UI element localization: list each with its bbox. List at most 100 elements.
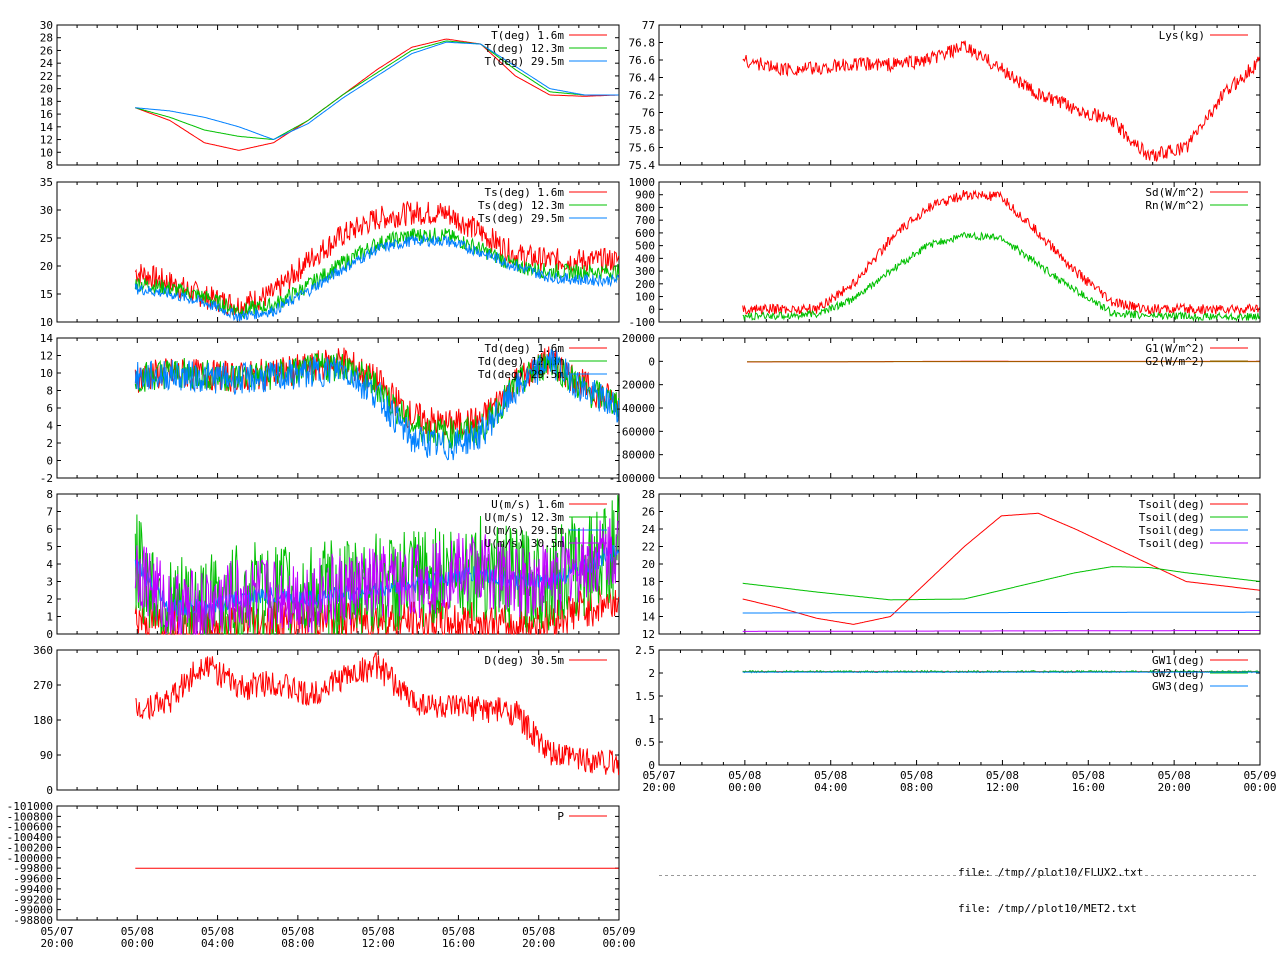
y-tick-label: -99200 (13, 893, 53, 906)
y-tick-label: 600 (635, 227, 655, 240)
x-tick-label-time: 16:00 (1072, 781, 1105, 794)
y-tick-label: 16 (40, 108, 53, 121)
x-tick-label-date: 05/09 (1243, 769, 1276, 782)
legend-label: GW1(deg) (1152, 654, 1205, 667)
y-tick-label: -100400 (7, 831, 53, 844)
y-tick-label: 2.5 (635, 644, 655, 657)
y-tick-label: 30 (40, 204, 53, 217)
y-tick-label: 500 (635, 240, 655, 253)
y-tick-label: 24 (40, 57, 54, 70)
series-line-2 (135, 41, 619, 141)
chart-c7: 77 76.8 76.6 76.4 76.2 76 75.8 75.6 75.4 Lys(kg) (629, 19, 1261, 172)
y-tick-label: 2 (46, 437, 53, 450)
legend-label: Ts(deg) 29.5m (478, 212, 564, 225)
x-tick-label-date: 05/08 (442, 925, 475, 938)
y-tick-label: 1 (46, 611, 53, 624)
y-tick-label: 22 (642, 541, 655, 554)
legend-label: Rn(W/m^2) (1145, 199, 1205, 212)
x-tick-label-time: 04:00 (814, 781, 847, 794)
x-tick-label-time: 00:00 (121, 937, 154, 950)
y-tick-label: 0 (46, 628, 53, 641)
series-line-0 (135, 38, 619, 151)
y-tick-label: 900 (635, 189, 655, 202)
chart-c11: 2.5 2 1.5 1 0.5 0 GW1(deg)GW2(deg)GW3(deg) (635, 644, 1261, 772)
legend-label: Td(deg) 29.5m (478, 368, 564, 381)
x-tick-label-date: 05/08 (986, 769, 1019, 782)
y-tick-label: 200 (635, 278, 655, 291)
legend-label: Ts(deg) 12.3m (478, 199, 564, 212)
series-line-2 (134, 544, 620, 616)
y-tick-label: 700 (635, 214, 655, 227)
y-tick-label: 100 (635, 291, 655, 304)
legend-label: T(deg) 29.5m (485, 55, 565, 68)
y-tick-label: -100600 (7, 821, 53, 834)
x-tick-label-date: 05/09 (602, 925, 635, 938)
y-tick-label: -99400 (13, 883, 53, 896)
y-tick-label: 800 (635, 201, 655, 214)
y-tick-label: 2 (648, 667, 655, 680)
x-tick-label-time: 20:00 (522, 937, 555, 950)
y-tick-label: 75.8 (629, 124, 656, 137)
y-tick-label: 5 (46, 541, 53, 554)
y-tick-label: -100200 (7, 841, 53, 854)
y-tick-label: -100800 (7, 810, 53, 823)
x-tick-label-date: 05/08 (814, 769, 847, 782)
series-line-0 (742, 512, 1260, 625)
y-tick-label: -98800 (13, 914, 53, 927)
y-tick-label: 76.6 (629, 54, 656, 67)
series-line-1 (742, 231, 1261, 322)
x-tick-label-time: 16:00 (442, 937, 475, 950)
legend-label: G1(W/m^2) (1145, 342, 1205, 355)
series-line-2 (134, 233, 620, 322)
y-tick-label: 24 (642, 523, 656, 536)
x-tick-label-time: 20:00 (642, 781, 675, 794)
y-tick-label: 20000 (622, 332, 655, 345)
x-tick-label-date: 05/08 (281, 925, 314, 938)
y-tick-label: 3 (46, 576, 53, 589)
legend-label: G2(W/m^2) (1145, 355, 1205, 368)
y-tick-label: 76.4 (629, 72, 656, 85)
x-tick-label-date: 05/08 (522, 925, 555, 938)
y-tick-label: 20 (40, 83, 53, 96)
y-tick-label: 14 (642, 611, 656, 624)
chart-c10: 282624222018161412Tsoil(deg)Tsoil(deg)Ts… (642, 488, 1261, 641)
y-tick-label: 8 (46, 488, 53, 501)
series-line-0 (742, 40, 1261, 162)
y-tick-label: 20 (642, 558, 655, 571)
y-tick-label: 1000 (629, 176, 656, 189)
dashed-separator (659, 875, 1259, 876)
plot-frame (56, 649, 620, 791)
legend-label: P (557, 810, 564, 823)
legend-label: U(m/s) 1.6m (491, 498, 564, 511)
y-tick-label: 16 (642, 593, 655, 606)
y-tick-label: 28 (642, 488, 655, 501)
y-tick-label: -20000 (615, 379, 655, 392)
y-tick-label: 75.4 (629, 159, 656, 172)
y-tick-label: 18 (642, 576, 655, 589)
plot-frame (56, 805, 620, 921)
series-line-3 (742, 630, 1260, 632)
y-tick-label: -40000 (615, 402, 655, 415)
y-tick-label: -99800 (13, 862, 53, 875)
legend-label: Sd(W/m^2) (1145, 186, 1205, 199)
chart-c8: 10009008007006005004003002001000-100Sd(W… (629, 176, 1261, 329)
x-tick-label-date: 05/08 (121, 925, 154, 938)
legend-label: Tsoil(deg) (1139, 498, 1205, 511)
y-tick-label: 180 (33, 714, 53, 727)
legend-label: GW2(deg) (1152, 667, 1205, 680)
legend-label: Ts(deg) 1.6m (485, 186, 565, 199)
x-tick-label-date: 05/07 (642, 769, 675, 782)
legend-label: Tsoil(deg) (1139, 511, 1205, 524)
y-tick-label: 12 (642, 628, 655, 641)
legend-label: Lys(kg) (1159, 29, 1205, 42)
y-tick-label: 300 (635, 265, 655, 278)
y-tick-label: 8 (46, 385, 53, 398)
y-tick-label: 14 (40, 332, 54, 345)
y-tick-label: 26 (40, 44, 53, 57)
y-tick-label: 0 (648, 303, 655, 316)
legend-label: D(deg) 30.5m (485, 654, 565, 667)
legend-label: T(deg) 12.3m (485, 42, 565, 55)
y-tick-label: -101000 (7, 800, 53, 813)
